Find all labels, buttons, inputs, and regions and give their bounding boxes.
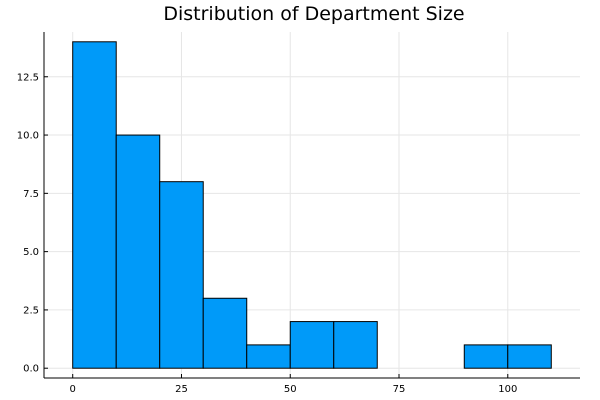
y-tick-label: 7.5	[23, 189, 39, 200]
x-tick-label: 25	[175, 384, 188, 395]
y-tick-label: 10.0	[17, 131, 39, 142]
histogram-bar-100-110	[507, 344, 552, 369]
histogram-bar-0-10	[72, 41, 117, 369]
x-tick-label: 0	[70, 384, 76, 395]
histogram-bar-30-40	[202, 297, 248, 369]
x-tick-label: 50	[284, 384, 297, 395]
y-axis-ticks: 0.0 2.5 5.0 7.5 10.0 12.5	[17, 72, 48, 375]
histogram-bar-40-50	[246, 344, 291, 369]
histogram-bar-20-30	[159, 181, 204, 369]
chart-title: Distribution of Department Size	[163, 3, 464, 25]
y-tick-label: 2.5	[23, 305, 39, 316]
histogram-bar-60-70	[333, 321, 378, 369]
x-axis-ticks: 0 25 50 75 100	[70, 374, 517, 395]
y-tick-label: 5.0	[23, 247, 39, 258]
x-tick-label: 100	[498, 384, 517, 395]
histogram-bar-90-100	[463, 344, 509, 369]
histogram-bar-10-20	[115, 134, 161, 369]
histogram-bars	[72, 41, 552, 369]
y-tick-label: 0.0	[23, 364, 39, 375]
axes	[43, 32, 580, 379]
histogram-bar-50-60	[289, 321, 335, 369]
y-tick-label: 12.5	[17, 72, 39, 83]
x-tick-label: 75	[393, 384, 406, 395]
